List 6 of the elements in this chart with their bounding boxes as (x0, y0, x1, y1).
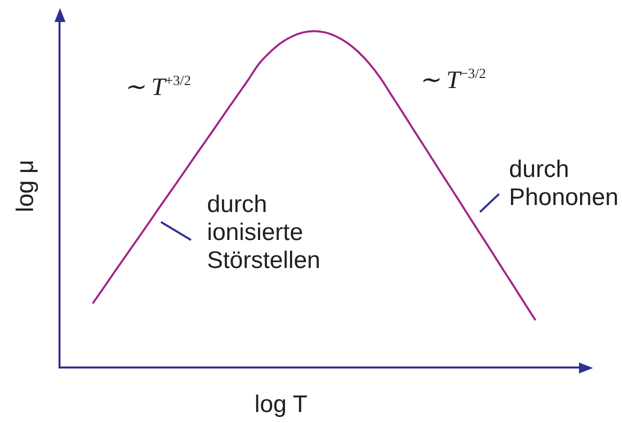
annotation: ∼ T$^{+3/2}$ (124, 73, 191, 102)
annotation: ∼ T$^{−3/2}$ (419, 66, 486, 95)
annotation: durch ionisierte Störstellen (207, 191, 320, 275)
y-axis-title: log μ (12, 160, 40, 212)
x-axis-title: log T (254, 391, 308, 419)
annotation: durch Phononen (509, 156, 618, 212)
